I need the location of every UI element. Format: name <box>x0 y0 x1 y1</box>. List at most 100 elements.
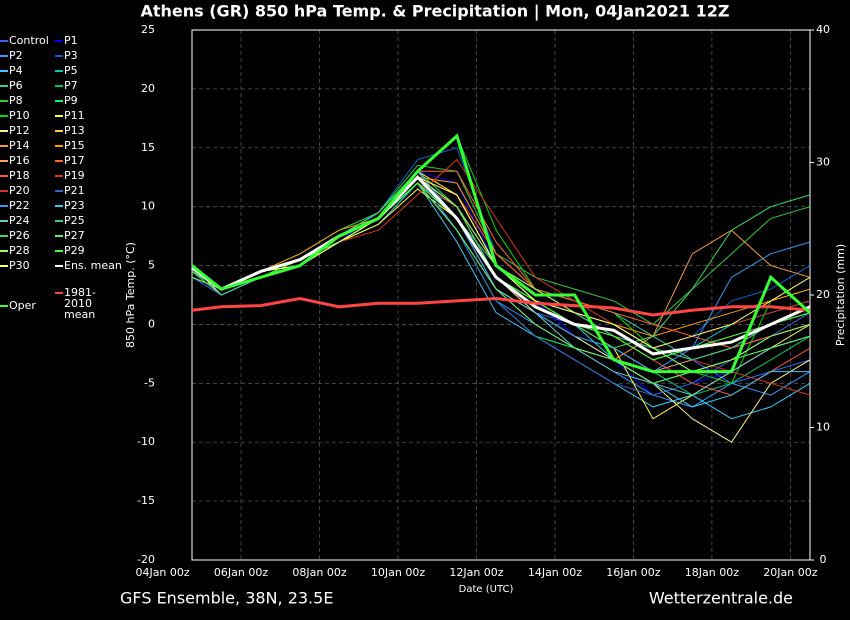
x-axis-label: Date (UTC) <box>459 584 514 595</box>
series-line <box>191 296 811 317</box>
legend-swatch <box>0 160 8 162</box>
legend-swatch <box>55 292 63 294</box>
x-tick-label: 18Jan 00z <box>685 566 739 579</box>
y2-tick-label: 10 <box>816 421 830 434</box>
chart-title: Athens (GR) 850 hPa Temp. & Precipitatio… <box>140 2 729 22</box>
legend-entry: P4 <box>0 65 69 76</box>
legend-entry: P25 <box>55 215 124 226</box>
legend-entry: P27 <box>55 229 124 242</box>
legend-label: P17 <box>64 154 85 167</box>
x-tick-label: 04Jan 00z <box>135 566 189 579</box>
legend-entry: P21 <box>55 184 124 197</box>
legend-label: P24 <box>9 214 30 227</box>
legend-swatch <box>55 55 63 57</box>
legend-entry: P3 <box>55 49 124 62</box>
legend-label: P30 <box>9 259 30 272</box>
legend-label: P12 <box>9 124 30 137</box>
legend-swatch <box>0 55 8 57</box>
legend-label: P23 <box>64 199 85 212</box>
legend-entry: P8 <box>0 94 69 107</box>
legend-label: P3 <box>64 49 78 62</box>
legend-swatch <box>55 235 63 237</box>
x-tick-label: 20Jan 00z <box>763 566 817 579</box>
y2-tick-label: 20 <box>816 288 830 301</box>
legend-swatch <box>0 265 8 267</box>
legend-entry: P19 <box>55 169 124 182</box>
legend-label: P7 <box>64 79 78 92</box>
legend-label: P15 <box>64 139 85 152</box>
y-tick-label: -10 <box>137 435 155 448</box>
legend-swatch <box>0 145 8 147</box>
legend-label: P1 <box>64 34 78 47</box>
y2-tick-label: 30 <box>816 156 830 169</box>
x-tick-label: 06Jan 00z <box>214 566 268 579</box>
legend-swatch <box>0 85 8 87</box>
y-tick-label: 25 <box>141 23 155 36</box>
legend-label: P8 <box>9 94 23 107</box>
legend-swatch <box>0 235 8 237</box>
footer-right: Wetterzentrale.de <box>649 589 793 608</box>
series-line <box>191 175 811 356</box>
legend-label: P22 <box>9 199 30 212</box>
legend-entry: P26 <box>0 229 69 242</box>
legend-swatch <box>55 250 63 252</box>
legend-label: Ens. mean <box>64 259 122 272</box>
legend-label: P19 <box>64 169 85 182</box>
legend-swatch <box>0 40 8 42</box>
x-tick-label: 12Jan 00z <box>449 566 503 579</box>
legend-entry: P30 <box>0 259 69 272</box>
legend-entry: P7 <box>55 79 124 92</box>
legend-label: P6 <box>9 79 23 92</box>
y2-tick-label: 0 <box>820 553 827 566</box>
legend-entry: Ens. mean <box>55 259 124 272</box>
legend-swatch <box>0 130 8 132</box>
legend-label: P26 <box>9 229 30 242</box>
legend-entry: Oper <box>0 299 69 312</box>
x-tick-label: 10Jan 00z <box>371 566 425 579</box>
legend-label: P16 <box>9 154 30 167</box>
legend-label: P29 <box>64 244 85 257</box>
series-line <box>191 133 812 374</box>
legend-swatch <box>0 190 8 192</box>
legend-swatch <box>55 85 63 87</box>
legend-entry: P10 <box>0 109 69 122</box>
legend-entry: P18 <box>0 170 69 181</box>
legend-swatch <box>0 115 8 117</box>
legend-entry: P14 <box>0 140 69 151</box>
legend-entry: P17 <box>55 154 124 167</box>
legend-label: P21 <box>64 184 85 197</box>
legend-label: P10 <box>9 109 30 122</box>
y-tick-label: 20 <box>141 82 155 95</box>
y-tick-label: -5 <box>144 376 155 389</box>
legend-entry: P9 <box>55 94 124 107</box>
y-tick-label: 10 <box>141 200 155 213</box>
legend-swatch <box>0 70 8 72</box>
legend-swatch <box>55 100 63 102</box>
legend-label: Control <box>9 34 49 47</box>
legend-swatch <box>0 205 8 207</box>
x-tick-label: 08Jan 00z <box>292 566 346 579</box>
legend-label: P2 <box>9 49 23 62</box>
legend-entry: Control <box>0 34 69 47</box>
y-tick-label: 5 <box>148 259 155 272</box>
legend-entry: P1 <box>55 34 124 47</box>
x-tick-label: 14Jan 00z <box>528 566 582 579</box>
legend-label: P9 <box>64 94 78 107</box>
x-tick-label: 16Jan 00z <box>606 566 660 579</box>
legend-entry: P24 <box>0 214 69 227</box>
legend-entry: P22 <box>0 199 69 212</box>
plot-frame <box>191 29 811 561</box>
y2-axis-label: Precipitation (mm) <box>834 244 847 346</box>
legend-entry: P5 <box>55 65 124 76</box>
legend-label: P20 <box>9 184 30 197</box>
legend-label: Oper <box>9 299 36 312</box>
y-tick-label: 0 <box>148 317 155 330</box>
legend-label: P13 <box>64 124 85 137</box>
legend-swatch <box>55 115 63 117</box>
legend-swatch <box>55 175 63 177</box>
legend-swatch <box>0 305 8 307</box>
legend-entry: 1981-2010 mean <box>55 287 114 320</box>
legend-swatch <box>55 205 63 207</box>
legend-label: P27 <box>64 229 85 242</box>
